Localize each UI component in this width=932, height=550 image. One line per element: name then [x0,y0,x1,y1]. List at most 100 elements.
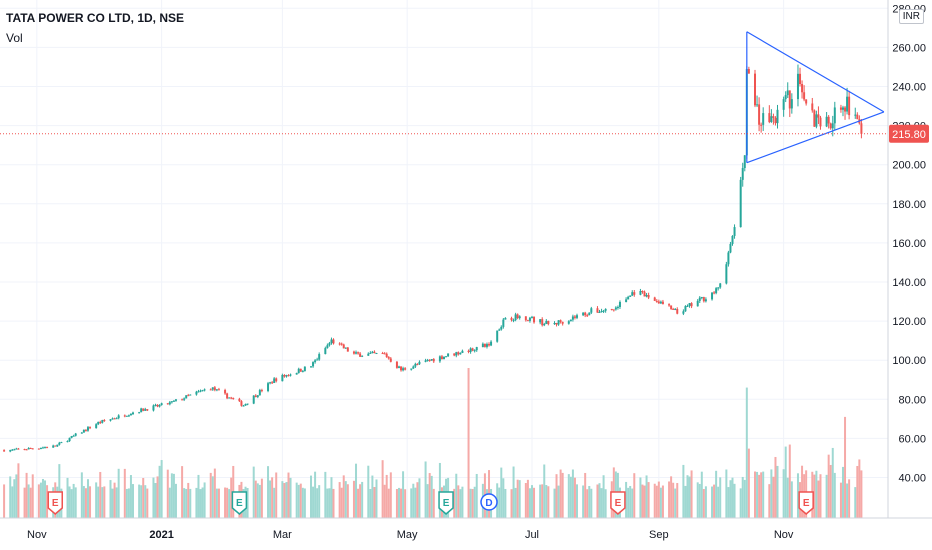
candle-body [170,401,173,403]
candle-body [113,418,116,420]
candle-body [238,398,241,402]
candle-body [281,375,284,382]
candle-body [400,366,403,371]
y-tick-label: 60.00 [898,433,926,445]
volume-bar [772,476,775,518]
candle-body [762,113,765,125]
candle-body [318,354,321,360]
volume-bar [770,469,773,518]
volume-bar [154,483,157,518]
currency-button[interactable]: INR [898,9,924,24]
candle-body [338,343,341,345]
candle-body [369,352,372,354]
candle-body [647,295,650,298]
candle-body [483,343,486,347]
candle-body [412,366,415,369]
candle-body [154,404,157,406]
volume-bar [400,488,403,518]
volume-bar [473,486,476,518]
candle-body [725,264,728,284]
volume-bar [647,482,650,518]
candle-body [299,368,302,372]
candle-body [111,418,114,420]
volume-bar [160,460,163,518]
candle-body [733,227,736,236]
earnings-marker [231,491,248,515]
candle-body [166,403,169,405]
candle-body [217,389,220,391]
volume-bar [561,472,564,518]
volume-bar [166,469,169,518]
candle-body [743,155,746,169]
candle-body [571,316,574,320]
volume-bar [142,477,145,518]
volume-bar [46,485,49,518]
candle-body [387,357,390,359]
y-tick-label: 240.00 [892,82,926,94]
candle-body [199,390,202,392]
candle-body [361,355,364,357]
volume-bar [310,475,313,518]
candle-body [187,395,190,397]
candle-body [58,442,61,445]
volume-bar [23,487,26,518]
candle-body [86,427,89,431]
candle-body [275,378,278,382]
volume-bar [739,488,742,518]
volume-bar [713,484,716,518]
volume-bar [299,483,302,518]
candle-body [719,283,722,288]
volume-bar [217,488,220,518]
volume-bar [743,479,746,518]
volume-bar [848,479,851,518]
candle-body [461,350,464,354]
candle-body [488,344,491,346]
volume-bar [203,482,206,518]
candle-body [557,320,560,325]
volume-bar [543,464,546,518]
volume-bar [668,481,671,518]
candle-body [303,366,306,372]
volume-bar [526,479,529,518]
volume-bar [745,387,748,518]
candle-body [526,320,529,322]
earnings-marker [47,491,63,515]
event-marker-label: E [443,498,450,509]
volume-bar [514,487,517,518]
volume-bar [645,475,648,518]
volume-bars [3,368,863,518]
volume-bar [301,487,304,518]
candle-body [29,448,32,450]
volume-bar [768,484,771,518]
candle-body [70,436,73,438]
volume-bar [756,471,759,518]
x-tick-label: Jul [525,529,539,541]
candle-body [428,359,431,361]
candle-body [813,110,816,127]
volume-bar [330,477,333,518]
candle-body [690,303,693,307]
candle-body [760,124,763,126]
candle-body [741,168,744,180]
volume-bar [111,488,114,518]
candle-body [633,292,636,295]
volume-bar [39,482,42,518]
candle-body [827,116,830,124]
candle-body [414,363,417,367]
y-tick-label: 140.00 [892,277,926,289]
volume-bar [575,484,578,518]
last-price-label: 215.80 [892,129,926,141]
candle-body [438,356,441,362]
candle-body [481,343,484,348]
volume-bar [324,471,327,518]
volume-bar [410,488,413,518]
volume-bar [25,472,28,518]
volume-bar [432,488,435,518]
candle-body [688,303,691,306]
candle-body [95,424,98,429]
candle-body [256,395,259,398]
volume-bar [625,481,628,518]
candle-body [661,301,664,305]
